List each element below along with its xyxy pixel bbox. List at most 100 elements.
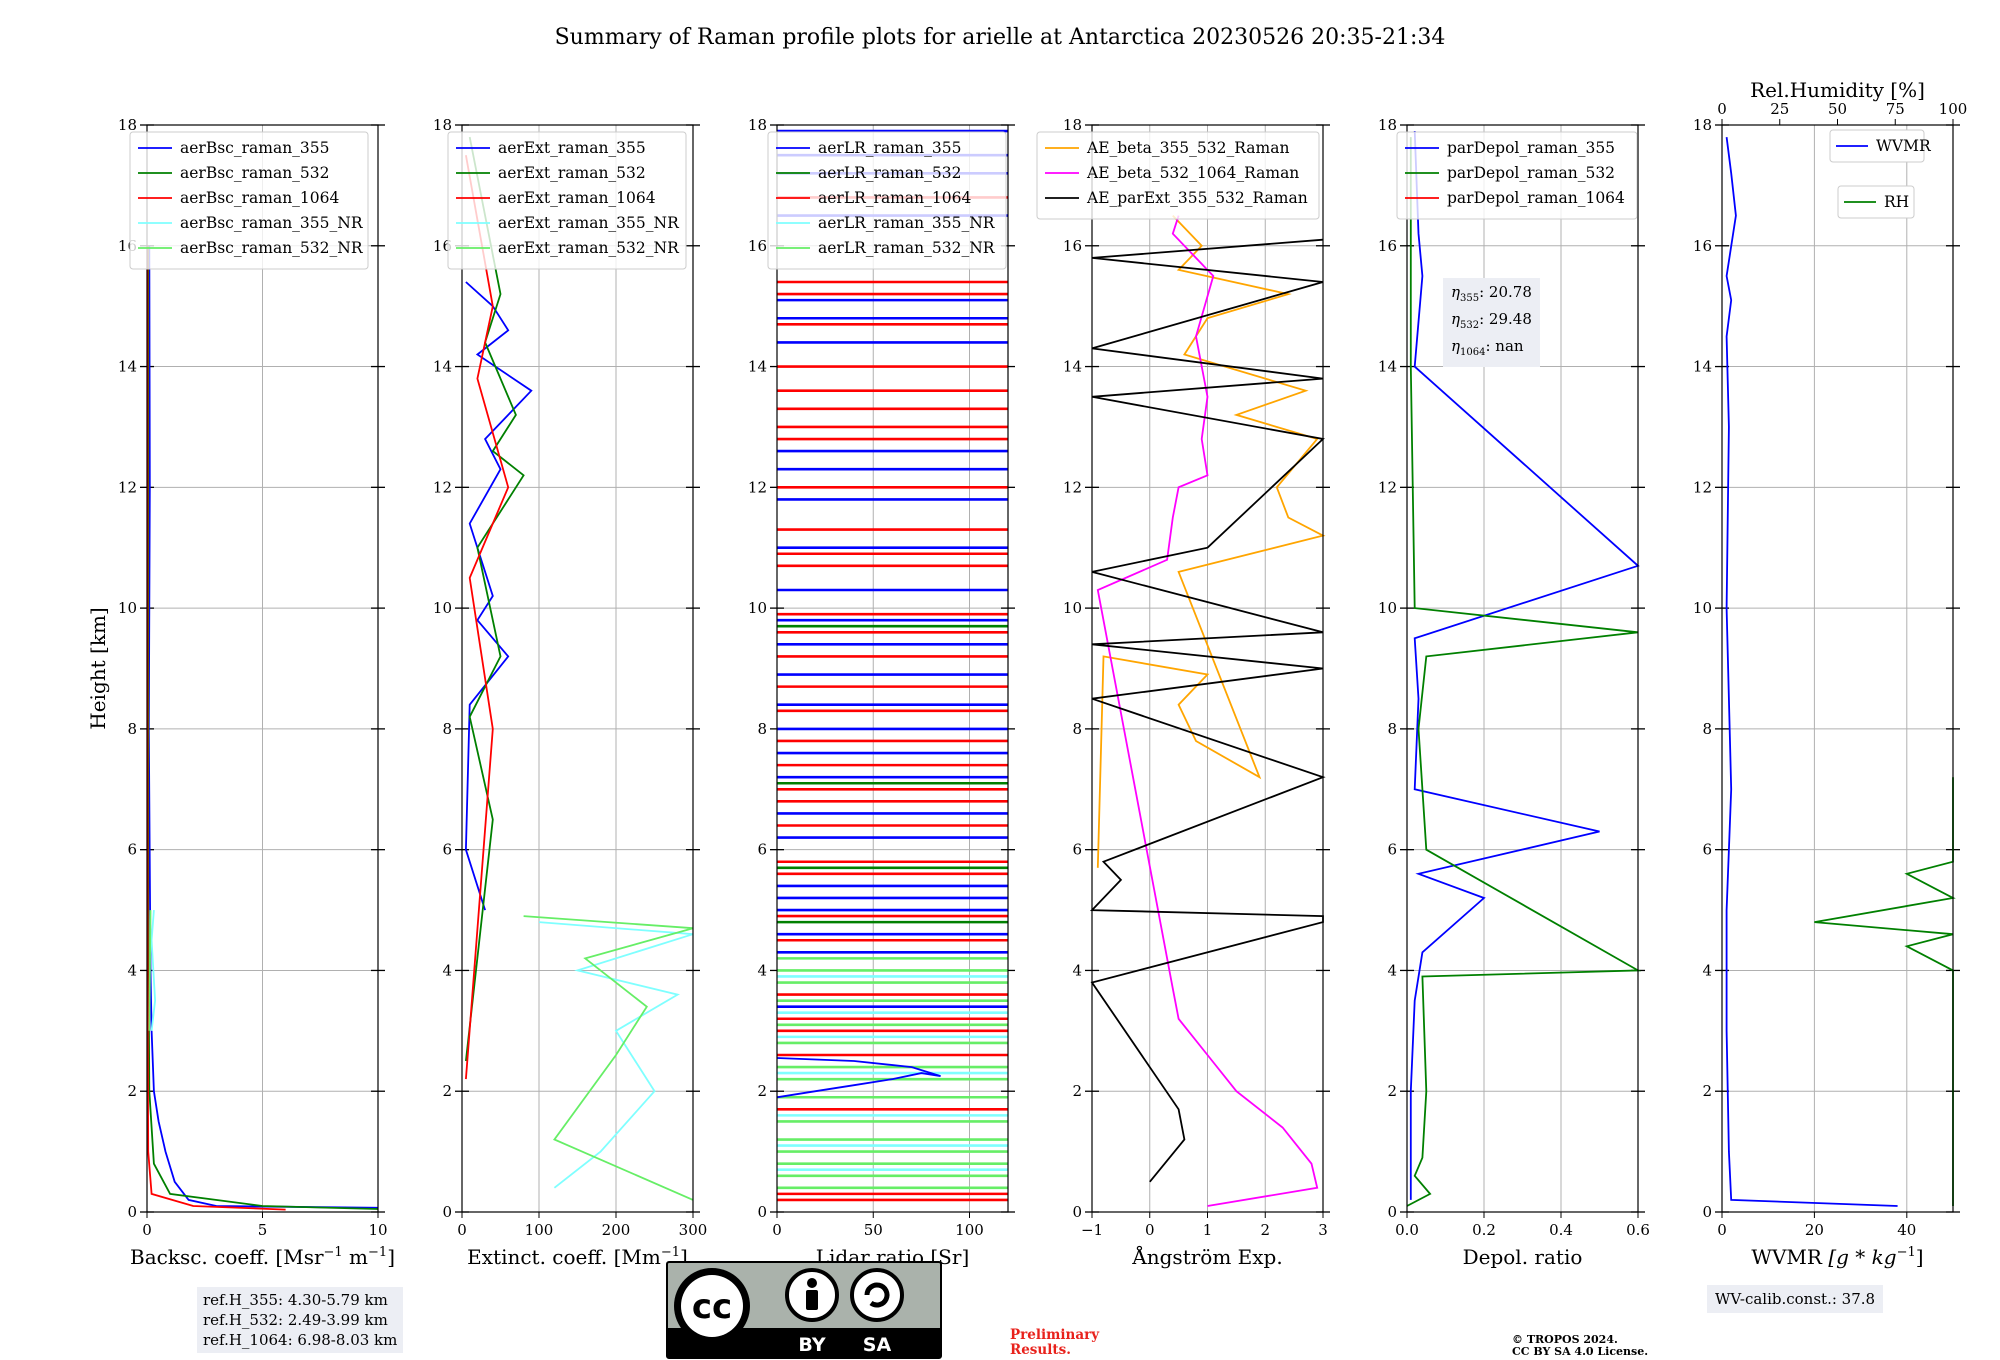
y-tick-label: 6 [757, 841, 767, 859]
panel-2: 0 100 200 300 0 2 4 6 8 10 12 14 16 18 Extinct. coeff.… [433, 116, 707, 1269]
y-tick-label: 14 [748, 358, 767, 376]
y-tick-label: 14 [1063, 358, 1082, 376]
eta-1064-sub: 1064 [1460, 347, 1486, 358]
y-tick-label: 8 [1072, 720, 1082, 738]
y-tick-label: 6 [1072, 841, 1082, 859]
x-label-part: m [343, 1245, 368, 1269]
x-axis-label: Depol. ratio [1463, 1245, 1583, 1269]
x-tick-label: 300 [679, 1221, 708, 1239]
x-tick-label: 0 [1717, 1221, 1727, 1239]
legend-label: aerBsc_raman_1064 [180, 189, 340, 207]
top-x-tick-label: 75 [1886, 100, 1905, 118]
y-tick-label: 14 [1693, 358, 1712, 376]
y-tick-label: 8 [757, 720, 767, 738]
y-tick-label: 14 [1378, 358, 1397, 376]
y-axis-label: Height [km] [86, 607, 110, 729]
legend-label: aerExt_raman_1064 [498, 189, 656, 207]
by-person-head [807, 1278, 817, 1288]
license-badge: cc BY SA [666, 1261, 942, 1359]
series-aerBsc_raman_355_NR [150, 910, 157, 1031]
y-tick-label: 8 [442, 720, 452, 738]
legend-label: aerBsc_raman_532_NR [180, 239, 364, 257]
y-tick-label: 2 [757, 1082, 767, 1100]
y-tick-label: 8 [1702, 720, 1712, 738]
legend-box [767, 131, 1007, 270]
legend-label: aerLR_raman_1064 [818, 189, 971, 207]
eta-1064-line: η1064: nan [1451, 337, 1524, 358]
legend-label: parDepol_raman_532 [1447, 164, 1615, 182]
y-tick-label: 2 [127, 1082, 137, 1100]
preliminary-note: Preliminary Results. [1010, 1328, 1099, 1358]
eta-1064-value: nan [1495, 337, 1524, 355]
x-tick-label: 2 [1260, 1221, 1270, 1239]
copyright-line-2: CC BY SA 4.0 License. [1512, 1345, 1649, 1358]
y-tick-label: 10 [1063, 599, 1082, 617]
x-tick-label: 0.2 [1472, 1221, 1496, 1239]
ref-h-1064: ref.H_1064: 6.98-8.03 km [203, 1331, 398, 1349]
eta-355-line: η355: 20.78 [1451, 283, 1532, 304]
x-label-part: Backsc. coeff. [Msr [130, 1245, 324, 1269]
series-aerExt_raman_1064 [465, 155, 510, 1080]
x-tick-label: 50 [864, 1221, 883, 1239]
y-tick-label: 10 [433, 599, 452, 617]
copyright-note: © TROPOS 2024. CC BY SA 4.0 License. [1512, 1334, 1648, 1358]
series-aerExt_raman_355 [464, 281, 533, 911]
y-tick-label: 6 [1702, 841, 1712, 859]
y-tick-label: 6 [442, 841, 452, 859]
series-RH [1814, 777, 1956, 1206]
y-tick-label: 12 [1693, 478, 1712, 496]
legend-label: WVMR [1876, 137, 1932, 155]
series-aerBsc_raman_532 [147, 245, 379, 1210]
x-tick-label: 100 [955, 1221, 984, 1239]
legend-label: aerLR_raman_532 [818, 164, 961, 182]
x-axis-label: Extinct. coeff. [Mm−1] [467, 1245, 688, 1269]
y-tick-label: 18 [118, 116, 137, 134]
axes-frame [776, 124, 1009, 1213]
x-tick-label: 0.0 [1395, 1221, 1419, 1239]
y-tick-label: 2 [442, 1082, 452, 1100]
legend-box [447, 131, 687, 270]
legend-label: parDepol_raman_1064 [1447, 189, 1625, 207]
eta-532-value: 29.48 [1488, 310, 1532, 328]
y-tick-label: 0 [1387, 1203, 1397, 1221]
axes-frame [1091, 124, 1324, 1213]
y-tick-label: 16 [1063, 237, 1082, 255]
x-label-sup: −1 [368, 1245, 387, 1260]
legend-label: aerExt_raman_355_NR [498, 214, 680, 232]
series-parDepol_raman_532 [1406, 137, 1642, 1207]
x-tick-label: 1 [1203, 1221, 1213, 1239]
y-tick-label: 4 [127, 961, 137, 979]
x-tick-label: 0.6 [1626, 1221, 1650, 1239]
top-x-tick-label: 100 [1939, 100, 1968, 118]
y-tick-label: 2 [1702, 1082, 1712, 1100]
eta-532-sub: 532 [1460, 320, 1480, 331]
x-tick-label: 100 [525, 1221, 554, 1239]
series-aerBsc_raman_355 [147, 245, 379, 1209]
y-tick-label: 12 [118, 478, 137, 496]
sa-arrow-icon [864, 1282, 890, 1308]
y-tick-label: 10 [118, 599, 137, 617]
series-aerExt_raman_532 [465, 136, 525, 1062]
x-axis-label: Ångström Exp. [1131, 1244, 1282, 1269]
y-tick-label: 10 [748, 599, 767, 617]
y-tick-label: 8 [127, 720, 137, 738]
legend-label: AE_parExt_355_532_Raman [1086, 189, 1308, 207]
top-x-tick-label: 50 [1828, 100, 1847, 118]
legend: aerExt_raman_355 aerExt_raman_532 aerExt_r… [447, 131, 687, 270]
legend-label: parDepol_raman_355 [1447, 139, 1615, 157]
x-tick-label: 0 [457, 1221, 467, 1239]
copyright-line-1: © TROPOS 2024. [1512, 1333, 1618, 1346]
legend: aerBsc_raman_355 aerBsc_raman_532 aerBsc_r… [129, 131, 369, 270]
y-tick-label: 12 [1063, 478, 1082, 496]
x-label-part: ] [387, 1245, 395, 1269]
legend: parDepol_raman_355 parDepol_raman_532 parD… [1396, 131, 1638, 220]
eta-355-value: 20.78 [1488, 283, 1532, 301]
axes-frame [1406, 124, 1639, 1213]
series-parDepol_raman_355 [1409, 130, 1640, 1200]
y-tick-label: 18 [748, 116, 767, 134]
sa-label: SA [863, 1334, 892, 1356]
legend-box [129, 131, 369, 270]
legend-label: aerLR_raman_355 [818, 139, 961, 157]
